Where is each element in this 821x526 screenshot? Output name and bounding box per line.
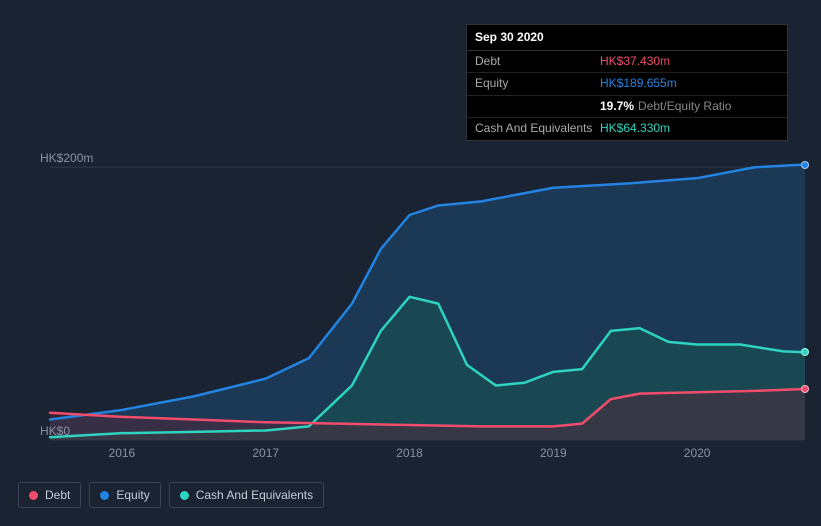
tooltip-value: HK$64.330m — [600, 121, 670, 137]
legend-item[interactable]: Equity — [89, 482, 160, 508]
x-axis-label: 2020 — [684, 446, 711, 460]
tooltip-row: Cash And EquivalentsHK$64.330m — [467, 118, 787, 140]
tooltip-label: Equity — [475, 76, 600, 92]
tooltip-value: 19.7%Debt/Equity Ratio — [600, 99, 731, 115]
series-end-marker — [801, 385, 809, 393]
tooltip-label: Debt — [475, 54, 600, 70]
series-end-marker — [801, 161, 809, 169]
y-axis-label: HK$200m — [40, 151, 93, 165]
x-axis-label: 2019 — [540, 446, 567, 460]
legend-dot-icon — [180, 491, 189, 500]
legend-label: Cash And Equivalents — [196, 488, 313, 502]
tooltip-value: HK$189.655m — [600, 76, 677, 92]
tooltip-label: Cash And Equivalents — [475, 121, 600, 137]
chart-legend: Debt Equity Cash And Equivalents — [18, 482, 324, 508]
legend-item[interactable]: Debt — [18, 482, 81, 508]
tooltip-value: HK$37.430m — [600, 54, 670, 70]
legend-item[interactable]: Cash And Equivalents — [169, 482, 324, 508]
tooltip-date: Sep 30 2020 — [467, 25, 787, 51]
x-axis-label: 2017 — [252, 446, 279, 460]
tooltip-row: 19.7%Debt/Equity Ratio — [467, 96, 787, 119]
x-axis-label: 2016 — [109, 446, 136, 460]
legend-dot-icon — [100, 491, 109, 500]
x-axis-label: 2018 — [396, 446, 423, 460]
tooltip-label — [475, 99, 600, 115]
series-end-marker — [801, 348, 809, 356]
legend-dot-icon — [29, 491, 38, 500]
tooltip-row: EquityHK$189.655m — [467, 73, 787, 96]
legend-label: Equity — [116, 488, 149, 502]
y-axis-label: HK$0 — [40, 424, 70, 438]
tooltip-row: DebtHK$37.430m — [467, 51, 787, 74]
legend-label: Debt — [45, 488, 70, 502]
data-tooltip: Sep 30 2020 DebtHK$37.430mEquityHK$189.6… — [466, 24, 788, 141]
